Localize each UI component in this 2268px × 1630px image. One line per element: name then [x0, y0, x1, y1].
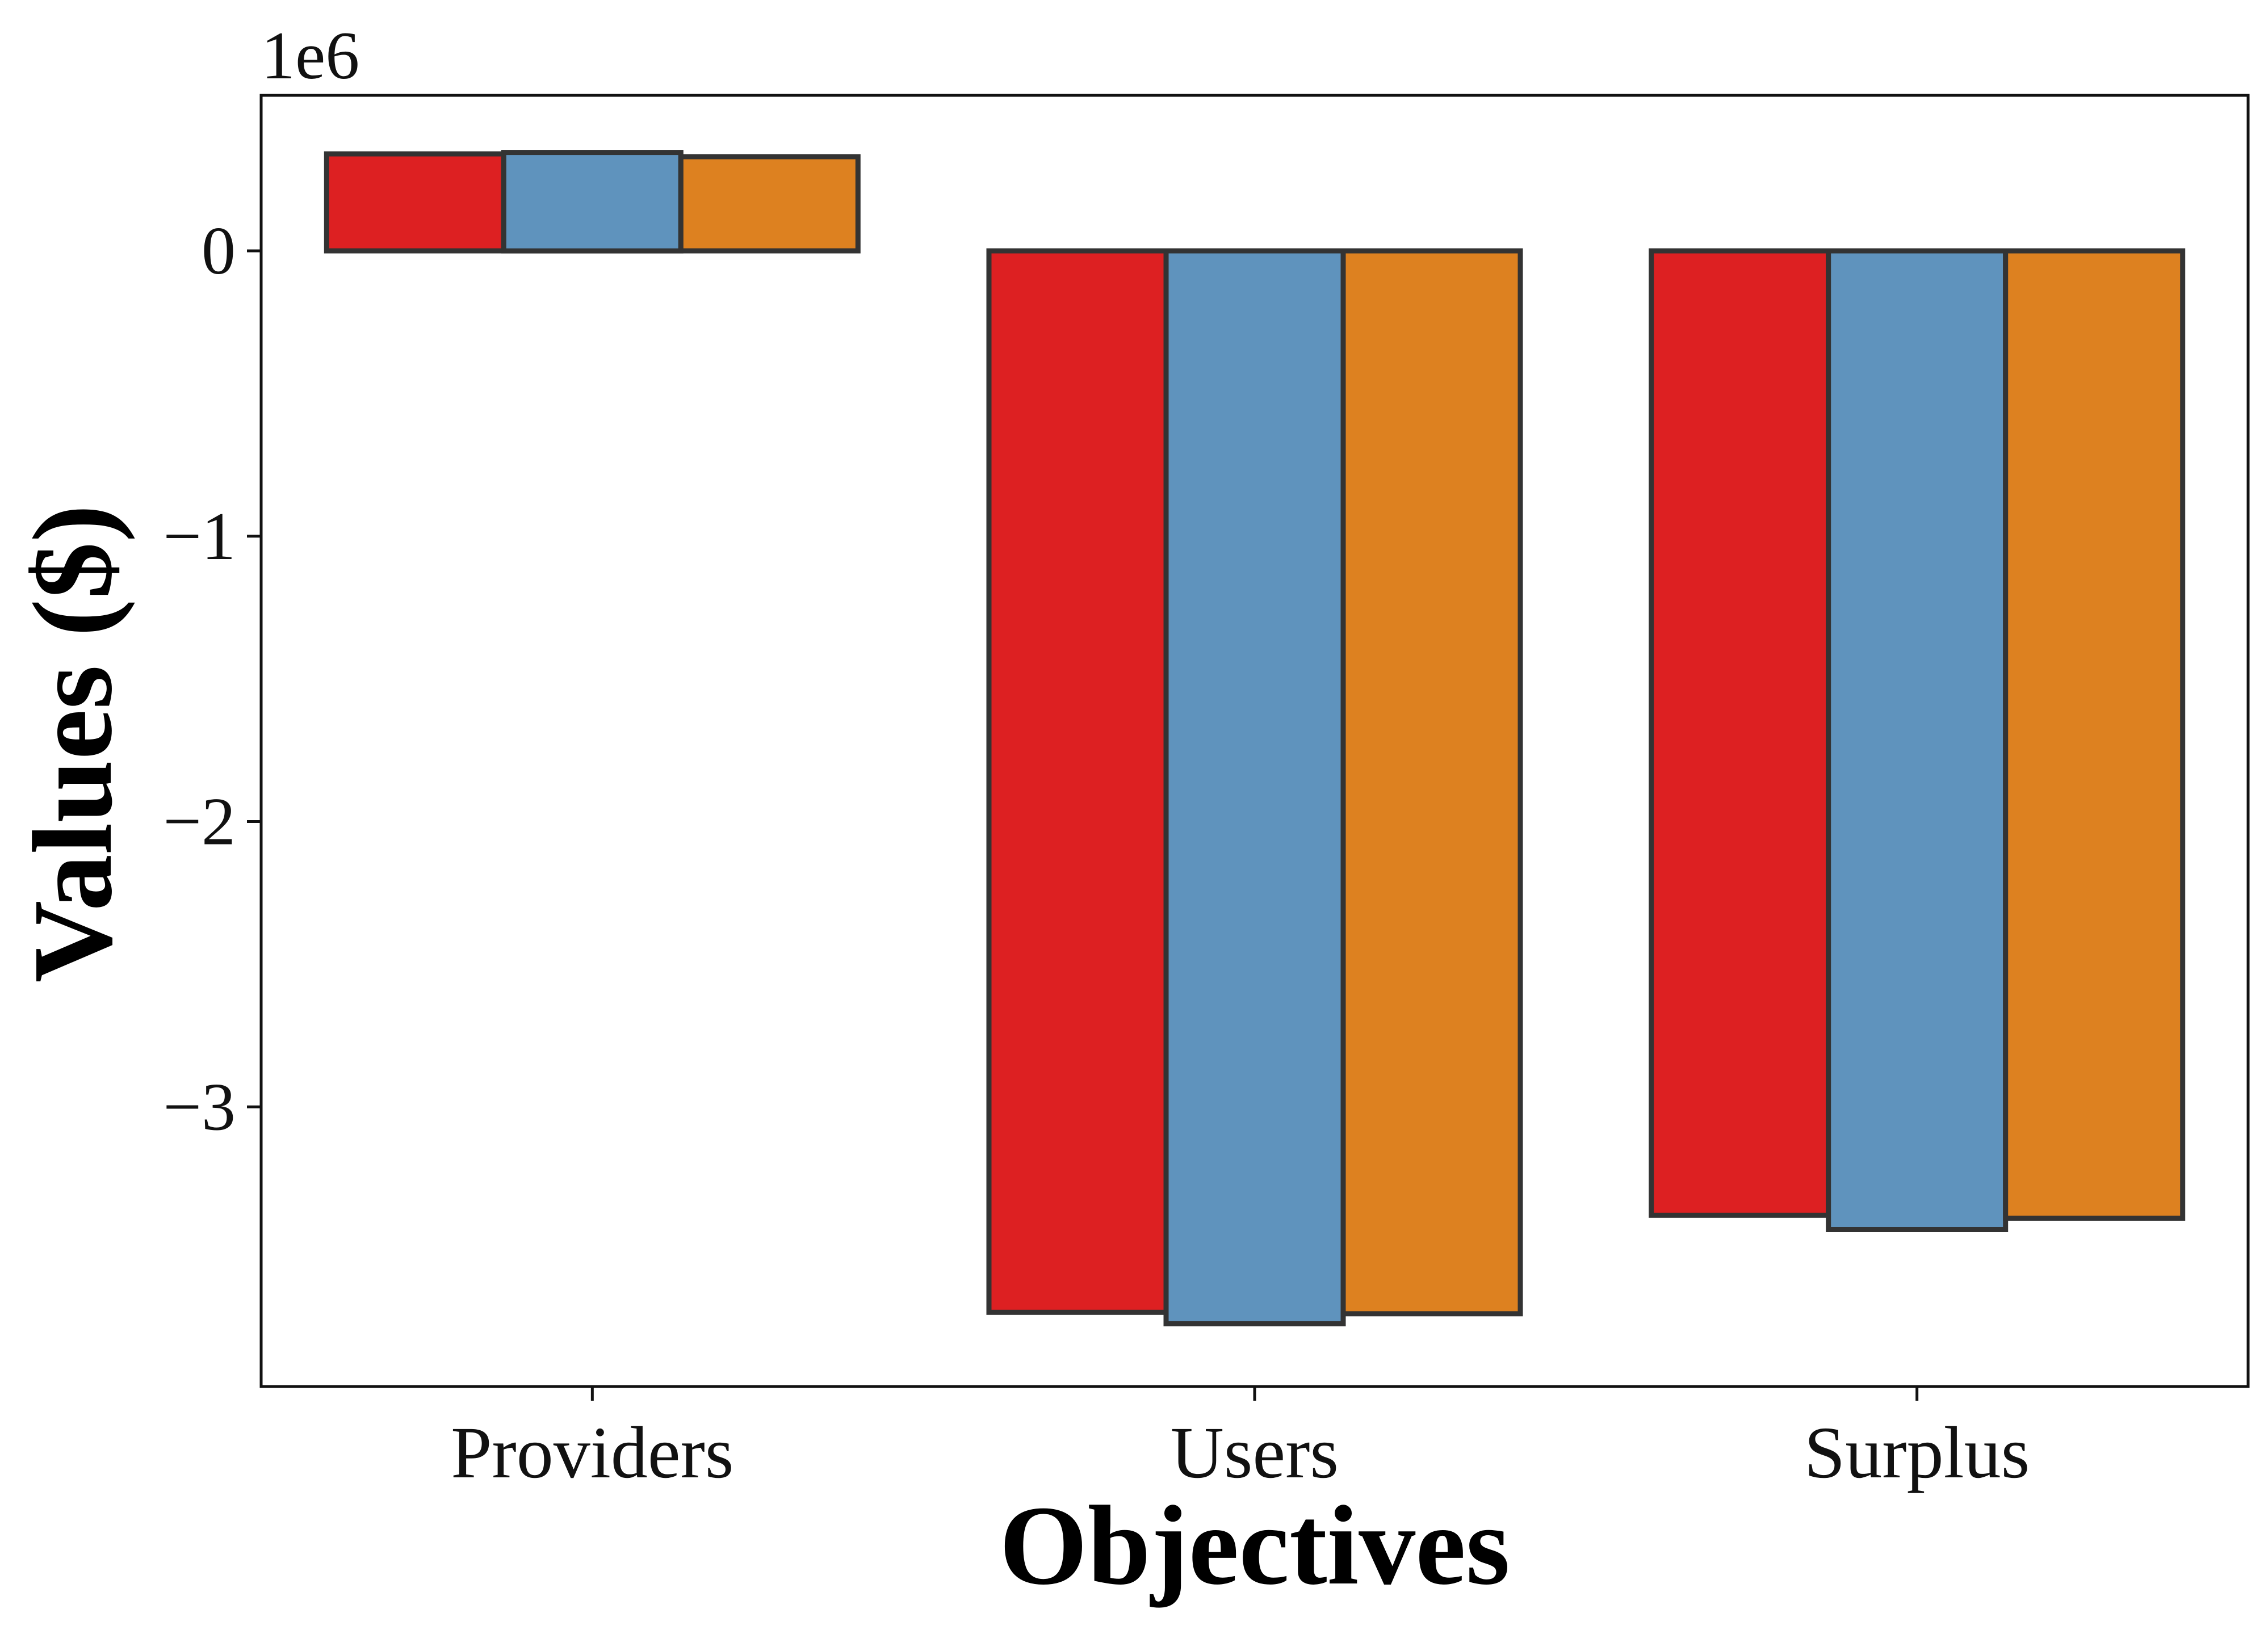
x-tick-label-users: Users [1171, 1412, 1339, 1494]
bar-providers-series-2 [501, 150, 684, 254]
y-axis-title: Values ($) [10, 505, 136, 983]
bar-users-series-2 [1163, 248, 1346, 1326]
x-axis-title: Objectives [999, 1483, 1510, 1608]
bar-surplus-series-2 [1826, 248, 2009, 1232]
y-tick-label: −1 [163, 498, 236, 574]
bar-users-series-3 [1340, 248, 1523, 1317]
x-axis: Providers Users Surplus [451, 1387, 2030, 1494]
bars-layer [324, 150, 2186, 1326]
y-tick-label: −3 [163, 1069, 236, 1144]
bar-surplus-series-1 [1649, 248, 1831, 1218]
y-tick-label: 0 [202, 213, 236, 288]
y-tick-label: −2 [163, 784, 236, 859]
y-axis: 0 −1 −2 −3 [163, 213, 261, 1144]
y-axis-scale-label: 1e6 [261, 18, 359, 93]
x-tick-label-surplus: Surplus [1804, 1412, 2030, 1494]
bar-surplus-series-3 [2003, 248, 2186, 1221]
bar-providers-series-3 [678, 154, 861, 254]
bar-users-series-1 [986, 248, 1169, 1315]
bar-providers-series-1 [324, 151, 506, 254]
x-tick-label-providers: Providers [451, 1412, 733, 1494]
